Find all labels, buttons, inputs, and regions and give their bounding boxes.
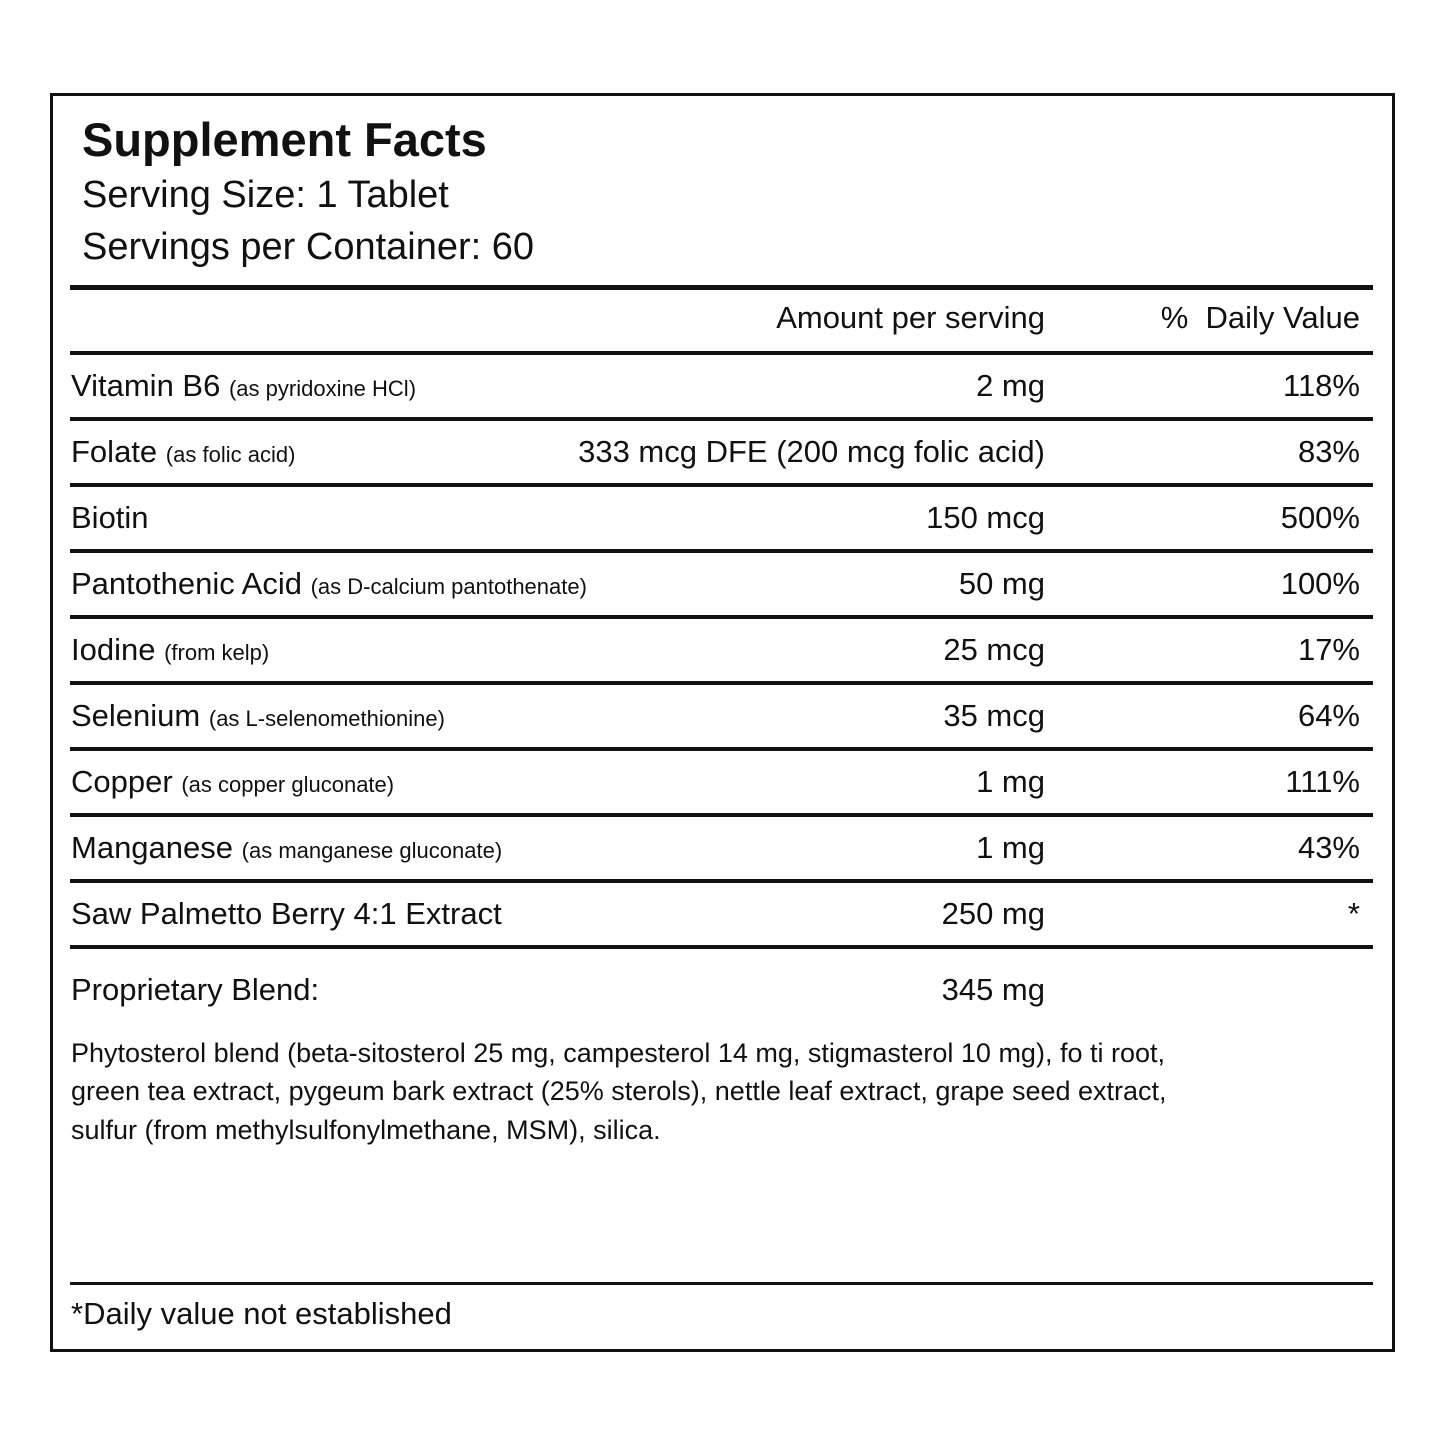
daily-value: 64% xyxy=(1297,698,1360,733)
amount: 2 mg xyxy=(976,368,1045,403)
rule xyxy=(70,879,1373,883)
daily-value: * xyxy=(1347,896,1360,931)
amount: 35 mcg xyxy=(943,698,1045,733)
rule xyxy=(70,417,1373,421)
rule xyxy=(70,813,1373,817)
servings-per-container: Servings per Container: 60 xyxy=(82,226,535,268)
nutrient-note: (as copper gluconate) xyxy=(181,772,395,797)
ingredient-line: Phytosterol blend (beta-sitosterol 25 mg… xyxy=(71,1038,1165,1068)
rule xyxy=(70,681,1373,685)
nutrient-note: (as manganese gluconate) xyxy=(241,838,503,863)
rule xyxy=(70,615,1373,619)
daily-value: 111% xyxy=(1285,764,1360,799)
nutrient-note: (as L-selenomethionine) xyxy=(208,706,445,731)
amount-header: Amount per serving xyxy=(776,300,1045,335)
rule xyxy=(70,1282,1373,1285)
daily-value: 17% xyxy=(1297,632,1360,667)
label-border xyxy=(50,93,1395,1352)
nutrient-note: (as pyridoxine HCl) xyxy=(228,376,417,401)
amount: 150 mcg xyxy=(926,500,1045,535)
rule xyxy=(70,483,1373,487)
blend-amount: 345 mg xyxy=(941,972,1045,1007)
amount: 1 mg xyxy=(976,830,1045,865)
nutrient-name: Pantothenic Acid (as D-calcium pantothen… xyxy=(71,566,587,601)
daily-value: 500% xyxy=(1280,500,1360,535)
ingredient-line: green tea extract, pygeum bark extract (… xyxy=(71,1076,1167,1106)
nutrient-note: (from kelp) xyxy=(164,640,270,665)
amount: 1 mg xyxy=(976,764,1045,799)
title: Supplement Facts xyxy=(82,113,487,166)
daily-value: 43% xyxy=(1297,830,1360,865)
nutrient-name: Vitamin B6 (as pyridoxine HCl) xyxy=(71,368,417,403)
daily-value: 83% xyxy=(1297,434,1360,469)
amount: 25 mcg xyxy=(943,632,1045,667)
serving-size: Serving Size: 1 Tablet xyxy=(82,174,449,216)
amount: 333 mcg DFE (200 mcg folic acid) xyxy=(578,434,1045,469)
nutrient-note: (as folic acid) xyxy=(165,442,296,467)
footnote: *Daily value not established xyxy=(71,1296,452,1331)
nutrient-name: Folate (as folic acid) xyxy=(71,434,296,469)
nutrient-name: Biotin xyxy=(71,500,149,535)
nutrient-note: (as D-calcium pantothenate) xyxy=(310,574,587,599)
nutrient-name: Manganese (as manganese gluconate) xyxy=(71,830,503,865)
thick-rule xyxy=(70,285,1373,290)
amount: 50 mg xyxy=(958,566,1045,601)
rule xyxy=(70,945,1373,949)
dv-header: % Daily Value xyxy=(1160,300,1360,335)
blend-name: Proprietary Blend: xyxy=(71,972,320,1007)
rule xyxy=(70,747,1373,751)
daily-value: 100% xyxy=(1280,566,1360,601)
rule xyxy=(70,351,1373,355)
amount: 250 mg xyxy=(941,896,1045,931)
nutrient-name: Iodine (from kelp) xyxy=(71,632,270,667)
ingredient-line: sulfur (from methylsulfonylmethane, MSM)… xyxy=(71,1115,661,1145)
nutrient-name: Saw Palmetto Berry 4:1 Extract xyxy=(71,896,502,931)
nutrient-name: Copper (as copper gluconate) xyxy=(71,764,395,799)
nutrient-name: Selenium (as L-selenomethionine) xyxy=(71,698,445,733)
daily-value: 118% xyxy=(1283,368,1360,403)
rule xyxy=(70,549,1373,553)
